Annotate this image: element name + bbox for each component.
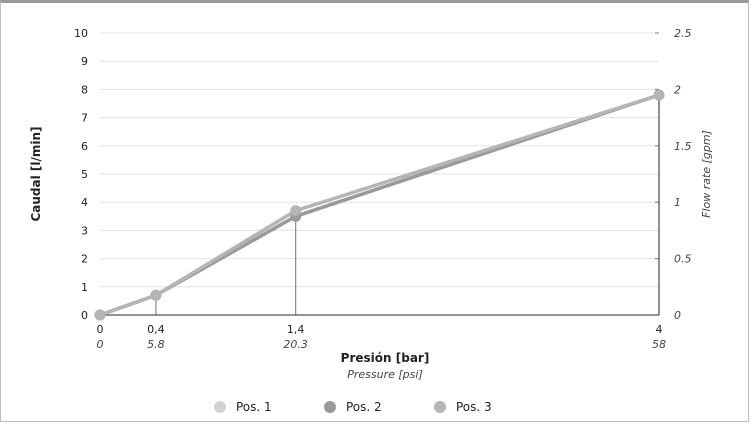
x-tick-1,4: 1,4 bbox=[287, 323, 305, 336]
y2-tick-labels: 0 0.5 1 1.5 2 2.5 bbox=[674, 27, 692, 322]
y2-tick-0: 0 bbox=[674, 309, 681, 322]
y-tick-2: 2 bbox=[81, 253, 88, 266]
y-tick-3: 3 bbox=[81, 224, 88, 237]
x-tick-0,4: 0,4 bbox=[147, 323, 165, 336]
series-line-pos-3 bbox=[99, 93, 660, 317]
legend: Pos. 1 Pos. 2 Pos. 3 bbox=[214, 400, 492, 414]
legend-marker-pos-3 bbox=[434, 401, 446, 413]
legend-marker-pos-2 bbox=[324, 401, 336, 413]
y2-tick-0.5: 0.5 bbox=[674, 253, 692, 266]
x-tick-psi-20.3: 20.3 bbox=[283, 338, 308, 351]
x-axis-label: Presión [bar] bbox=[341, 351, 430, 365]
axes bbox=[98, 32, 660, 316]
y-tick-1: 1 bbox=[81, 281, 88, 294]
x-tick-psi-5.8: 5.8 bbox=[147, 338, 165, 351]
y-tick-0: 0 bbox=[81, 309, 88, 322]
y2-tick-1: 1 bbox=[674, 196, 681, 209]
gridlines bbox=[100, 32, 659, 288]
x-axis-label-secondary: Pressure [psi] bbox=[347, 368, 423, 381]
y-tick-10: 10 bbox=[74, 27, 88, 40]
point-pos-3-1 bbox=[150, 289, 162, 301]
legend-label-pos-3: Pos. 3 bbox=[456, 400, 492, 414]
legend-label-pos-1: Pos. 1 bbox=[236, 400, 272, 414]
y2-tick-2: 2 bbox=[674, 83, 681, 96]
y-tick-9: 9 bbox=[81, 55, 88, 68]
legend-marker-pos-1 bbox=[214, 401, 226, 413]
drop-lines bbox=[155, 95, 660, 315]
y-tick-8: 8 bbox=[81, 83, 88, 96]
y-tick-4: 4 bbox=[81, 196, 88, 209]
x-tick-4: 4 bbox=[656, 323, 663, 336]
y2-tick-2.5: 2.5 bbox=[674, 27, 692, 40]
y2-axis-label: Flow rate [gpm] bbox=[700, 130, 713, 218]
y-tick-6: 6 bbox=[81, 140, 88, 153]
x-tick-labels: 0 0 0,4 5.8 1,4 20.3 4 58 bbox=[97, 323, 667, 351]
point-pos-3-3 bbox=[653, 89, 665, 101]
legend-label-pos-2: Pos. 2 bbox=[346, 400, 382, 414]
x-tick-psi-58: 58 bbox=[652, 338, 666, 351]
y2-tick-1.5: 1.5 bbox=[674, 140, 692, 153]
y-axis-label: Caudal [l/min] bbox=[29, 126, 43, 221]
y-tick-5: 5 bbox=[81, 168, 88, 181]
series-line-pos-2 bbox=[99, 93, 660, 317]
y-tick-7: 7 bbox=[81, 112, 88, 125]
series-lines bbox=[94, 89, 665, 321]
point-pos-3-2 bbox=[290, 205, 302, 217]
y-tick-labels: 0 1 2 3 4 5 6 7 8 9 10 bbox=[74, 27, 88, 322]
x-tick-0: 0 bbox=[97, 323, 104, 336]
x-tick-psi-0: 0 bbox=[97, 338, 104, 351]
point-pos-3-0 bbox=[94, 309, 106, 321]
series-line-pos-1 bbox=[99, 93, 660, 317]
